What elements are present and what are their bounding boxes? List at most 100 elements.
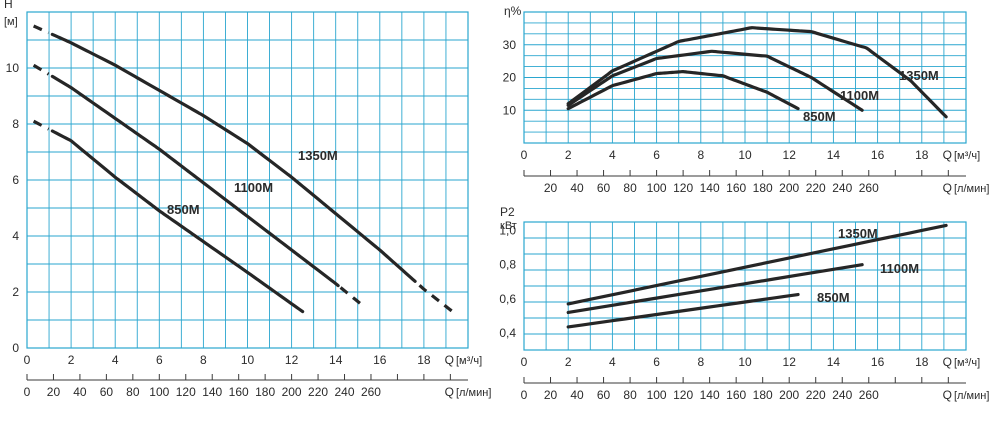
curve-dashed-start — [32, 63, 50, 76]
x-tick-label: 8 — [697, 148, 704, 162]
y-tick-label: 8 — [12, 117, 19, 131]
secondary-x-tick-label: 180 — [753, 388, 773, 402]
x-axis-unit: [м³/ч] — [954, 357, 980, 369]
y-axis-unit: [м] — [4, 16, 18, 28]
secondary-x-tick-label: 200 — [282, 385, 302, 399]
secondary-x-tick-label: 60 — [100, 385, 114, 399]
series-1350M: 1350M — [32, 24, 454, 313]
secondary-x-tick-label: 40 — [570, 181, 584, 195]
curve-line — [50, 74, 340, 288]
secondary-x-tick-label: 260 — [859, 388, 879, 402]
curve-dashed-start — [32, 24, 50, 35]
y-tick-label: 0,6 — [499, 292, 516, 306]
x-tick-label: 16 — [871, 148, 885, 162]
x-tick-label: 14 — [827, 355, 841, 369]
x-tick-label: 18 — [915, 148, 929, 162]
secondary-x-tick-label: 160 — [229, 385, 249, 399]
y-tick-label: 0 — [12, 341, 19, 355]
secondary-x-tick-label: 20 — [47, 385, 61, 399]
secondary-x-axis: 0 20 40 60 80 100 120 140 160 180 200 220 240 260 Q [л/… — [521, 377, 989, 402]
plot-frame — [523, 11, 967, 144]
x-tick-label: 16 — [871, 355, 885, 369]
series-label: 1100M — [234, 180, 273, 195]
y-tick-label: 4 — [12, 229, 19, 243]
grid — [523, 221, 967, 351]
series-1350M: 1350M — [566, 223, 948, 306]
y-axis-label: P2 — [500, 205, 515, 219]
y-tick-label: 2 — [12, 285, 19, 299]
secondary-x-tick-label: 220 — [806, 181, 826, 195]
secondary-x-tick-label: 100 — [149, 385, 169, 399]
x-tick-label: 6 — [653, 355, 660, 369]
x-tick-label: 0 — [521, 148, 528, 162]
secondary-x-tick-label: 160 — [726, 388, 746, 402]
x-tick-label: 6 — [653, 148, 660, 162]
curve-line — [50, 32, 417, 283]
secondary-x-tick-label: 240 — [832, 181, 852, 195]
secondary-x-axis-label: Q — [943, 181, 952, 195]
series-1100M: 1100M — [566, 261, 919, 315]
x-tick-label: 6 — [156, 353, 163, 367]
y-tick-label: 0,8 — [499, 258, 516, 272]
secondary-x-axis-unit: [л/мин] — [954, 390, 989, 402]
series-850M: 850M — [566, 290, 850, 329]
secondary-x-tick-label: 20 — [544, 181, 558, 195]
secondary-x-tick-label: 180 — [753, 181, 773, 195]
series-label: 1350M — [838, 226, 878, 241]
x-axis-unit: [м³/ч] — [456, 355, 482, 367]
secondary-x-tick-label: 140 — [202, 385, 222, 399]
plot-frame — [523, 221, 967, 351]
series-label: 850M — [167, 202, 200, 217]
x-tick-label: 2 — [565, 355, 572, 369]
series-1350M: 1350M — [566, 26, 948, 119]
curve-line — [566, 49, 864, 112]
x-tick-label: 4 — [609, 148, 616, 162]
y-axis-label: H — [4, 0, 13, 11]
secondary-x-axis: 0 20 40 60 80 100 120 140 160 180 200 220 240 260 Q [л/… — [24, 374, 491, 399]
x-tick-label: 2 — [68, 353, 75, 367]
secondary-x-tick-label: 120 — [176, 385, 196, 399]
plot-frame — [26, 11, 469, 349]
curve-dashed-end — [418, 284, 454, 313]
secondary-x-tick-label: 200 — [779, 181, 799, 195]
secondary-x-tick-label: 60 — [597, 181, 611, 195]
y-axis-unit: кВт — [500, 220, 517, 232]
x-tick-label: 10 — [241, 353, 255, 367]
series-850M: 850M — [566, 69, 836, 124]
series-label: 1350M — [298, 148, 338, 163]
secondary-x-tick-label: 120 — [673, 181, 693, 195]
secondary-x-axis-unit: [л/мин] — [456, 387, 491, 399]
curve-line — [50, 129, 305, 314]
secondary-x-tick-label: 240 — [832, 388, 852, 402]
secondary-x-tick-label: 240 — [335, 385, 355, 399]
secondary-x-tick-label: 120 — [673, 388, 693, 402]
curve-line — [566, 263, 864, 315]
curve-line — [566, 26, 948, 119]
x-tick-label: 12 — [783, 355, 797, 369]
x-axis-unit: [м³/ч] — [954, 150, 980, 162]
series-label: 1100M — [880, 261, 919, 276]
secondary-x-tick-label: 140 — [700, 388, 720, 402]
secondary-x-tick-label: 0 — [521, 388, 528, 402]
series-label: 850M — [803, 109, 836, 124]
y-tick-label: 30 — [503, 38, 517, 52]
secondary-x-tick-label: 220 — [806, 388, 826, 402]
curve-line — [566, 223, 948, 306]
y-tick-label: 10 — [503, 103, 517, 117]
secondary-x-tick-label: 40 — [73, 385, 87, 399]
x-tick-label: 12 — [783, 148, 797, 162]
x-tick-label: 0 — [24, 353, 31, 367]
x-tick-label: 2 — [565, 148, 572, 162]
x-tick-label: 18 — [915, 355, 929, 369]
x-tick-label: 8 — [200, 353, 207, 367]
secondary-x-tick-label: 160 — [726, 181, 746, 195]
y-axis-label: η% — [504, 4, 522, 18]
x-tick-label: 10 — [738, 148, 752, 162]
secondary-x-axis-unit: [л/мин] — [954, 183, 989, 195]
grid — [523, 11, 967, 144]
secondary-x-tick-label: 80 — [126, 385, 140, 399]
series-label: 850M — [817, 290, 850, 305]
